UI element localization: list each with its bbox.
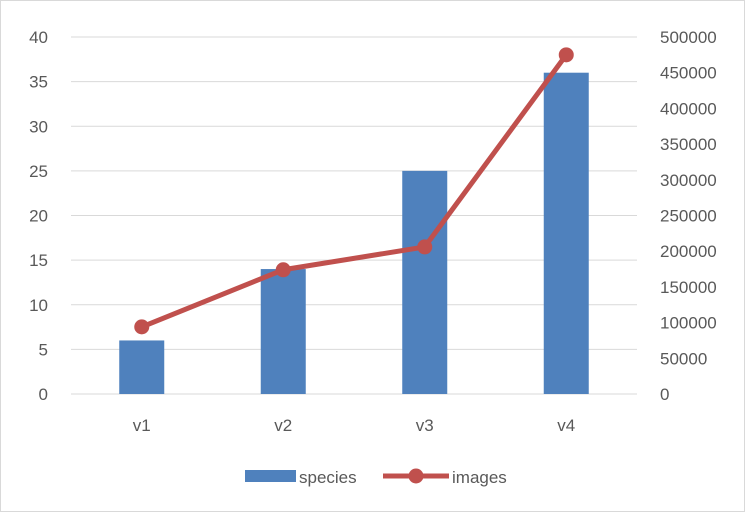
right-tick-label: 150000 xyxy=(660,278,717,297)
x-tick-label: v1 xyxy=(133,416,151,435)
left-tick-label: 20 xyxy=(29,207,48,226)
left-tick-label: 25 xyxy=(29,162,48,181)
left-tick-label: 30 xyxy=(29,117,48,136)
left-tick-label: 15 xyxy=(29,251,48,270)
right-tick-label: 350000 xyxy=(660,135,717,154)
right-tick-label: 300000 xyxy=(660,171,717,190)
images-line-path xyxy=(139,52,569,330)
x-tick-label: v4 xyxy=(557,416,575,435)
right-tick-label: 450000 xyxy=(660,64,717,83)
species-bar xyxy=(543,72,589,394)
legend-species-swatch xyxy=(245,470,296,482)
right-tick-label: 200000 xyxy=(660,242,717,261)
species-bars xyxy=(119,72,589,394)
images-point xyxy=(558,47,574,63)
right-axis-ticks: 0 50000 100000 150000 200000 250000 300000 3500… xyxy=(660,28,717,404)
legend: species images xyxy=(245,468,507,487)
x-tick-label: v3 xyxy=(416,416,434,435)
left-tick-label: 35 xyxy=(29,73,48,92)
left-tick-label: 0 xyxy=(39,385,48,404)
species-bar xyxy=(260,269,306,394)
right-tick-label: 500000 xyxy=(660,28,717,47)
legend-images-marker xyxy=(408,468,424,484)
right-tick-label: 100000 xyxy=(660,314,717,333)
right-tick-label: 50000 xyxy=(660,349,707,368)
species-bar xyxy=(119,340,165,394)
right-tick-label: 250000 xyxy=(660,207,717,226)
images-point xyxy=(275,262,291,278)
left-tick-label: 10 xyxy=(29,296,48,315)
legend-images-label: images xyxy=(452,468,507,487)
species-bar xyxy=(402,170,448,394)
right-tick-label: 400000 xyxy=(660,99,717,118)
left-tick-label: 40 xyxy=(29,28,48,47)
legend-species-label: species xyxy=(299,468,357,487)
images-point xyxy=(134,319,150,335)
images-point xyxy=(417,239,433,255)
gridlines xyxy=(71,36,637,395)
right-tick-label: 0 xyxy=(660,385,669,404)
x-tick-label: v2 xyxy=(274,416,292,435)
left-tick-label: 5 xyxy=(39,340,48,359)
x-axis-ticks: v1 v2 v3 v4 xyxy=(133,416,575,435)
images-line xyxy=(134,47,574,335)
left-axis-ticks: 0 5 10 15 20 25 30 35 40 xyxy=(29,28,48,404)
